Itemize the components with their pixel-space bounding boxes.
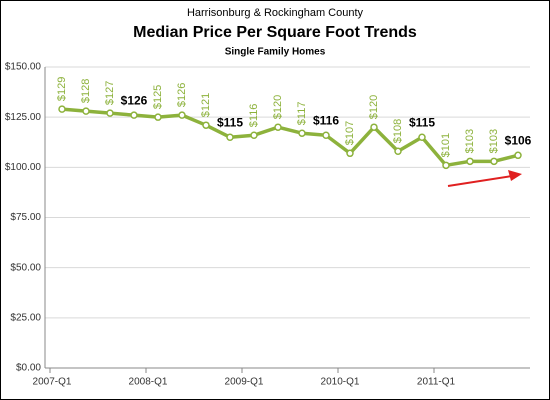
- point: [178, 111, 186, 119]
- y-tick-label: $150.00: [5, 62, 42, 73]
- data-label: $121: [200, 93, 212, 117]
- data-label: $116: [248, 104, 260, 128]
- chart-title: Median Price Per Square Foot Trends: [133, 24, 417, 41]
- data-label: $103: [488, 129, 500, 153]
- point: [490, 157, 498, 166]
- data-label: $126: [176, 83, 188, 107]
- y-tick-label: $100.00: [5, 162, 42, 173]
- point: [418, 133, 426, 141]
- data-label: $115: [409, 115, 435, 129]
- y-tick-label: $75.00: [10, 212, 41, 223]
- x-tick-label: 2008-Q1: [129, 377, 168, 388]
- point: [106, 109, 114, 117]
- y-tick-label: $0.00: [16, 363, 41, 374]
- point: [58, 105, 66, 113]
- y-tick-label: $25.00: [10, 312, 41, 323]
- point: [82, 107, 90, 115]
- line: [61, 107, 519, 168]
- point: [346, 149, 354, 158]
- point: [322, 131, 330, 139]
- data-label: $101: [440, 133, 452, 157]
- data-label: $125: [152, 85, 164, 109]
- point: [274, 123, 282, 131]
- point: [442, 161, 450, 170]
- x-tick-label: 2009-Q1: [225, 377, 264, 388]
- point: [202, 121, 210, 129]
- point: [130, 111, 138, 119]
- data-label: $120: [368, 95, 380, 119]
- data-label: $120: [272, 95, 284, 119]
- chart-subtitle: Single Family Homes: [225, 47, 326, 58]
- y-tick-label: $50.00: [10, 262, 41, 273]
- data-label: $116: [313, 113, 339, 127]
- data-label: $126: [121, 93, 148, 107]
- y-tick-label: $125.00: [5, 112, 42, 123]
- point: [250, 131, 258, 139]
- data-label: $106: [505, 133, 532, 147]
- x-tick-label: 2007-Q1: [33, 377, 72, 388]
- point: [154, 113, 162, 121]
- data-label: $129: [56, 77, 68, 101]
- point: [514, 151, 522, 160]
- point: [226, 133, 234, 141]
- point: [394, 147, 402, 156]
- chart-supertitle: Harrisonburg & Rockingham County: [187, 7, 364, 19]
- x-tick-label: 2011-Q1: [417, 377, 456, 388]
- arrow: [447, 170, 522, 187]
- data-label: $108: [392, 119, 404, 143]
- data-label: $107: [344, 121, 356, 145]
- point: [466, 157, 474, 166]
- data-label: $103: [464, 129, 476, 153]
- data-label: $128: [80, 79, 92, 103]
- data-label: $115: [217, 115, 243, 129]
- data-label: $127: [104, 81, 116, 105]
- point: [370, 123, 378, 131]
- point: [298, 129, 306, 137]
- x-tick-label: 2010-Q1: [321, 377, 360, 388]
- data-label: $117: [296, 102, 308, 126]
